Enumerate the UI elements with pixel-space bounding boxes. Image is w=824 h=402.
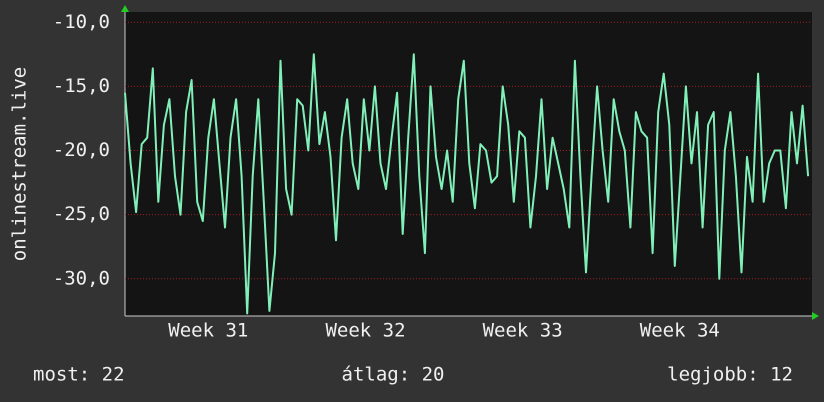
y-tick-label: -30,0 <box>53 267 110 289</box>
x-tick-label: Week 34 <box>640 320 720 342</box>
y-axis-label: onlinestream.live <box>9 67 31 261</box>
footer-average: átlag: 20 <box>342 364 445 386</box>
y-tick-label: -15,0 <box>53 75 110 97</box>
y-tick-label: -20,0 <box>53 139 110 161</box>
footer-best: legjobb: 12 <box>667 364 793 386</box>
y-arrow <box>121 5 129 12</box>
line-series <box>124 53 810 315</box>
x-arrow <box>812 312 819 320</box>
x-tick-label: Week 33 <box>483 320 563 342</box>
x-tick-label: Week 31 <box>168 320 248 342</box>
x-tick-label: Week 32 <box>325 320 405 342</box>
footer-current: most: 22 <box>33 364 125 386</box>
y-tick-label: -10,0 <box>53 11 110 33</box>
y-tick-label: -25,0 <box>53 203 110 225</box>
